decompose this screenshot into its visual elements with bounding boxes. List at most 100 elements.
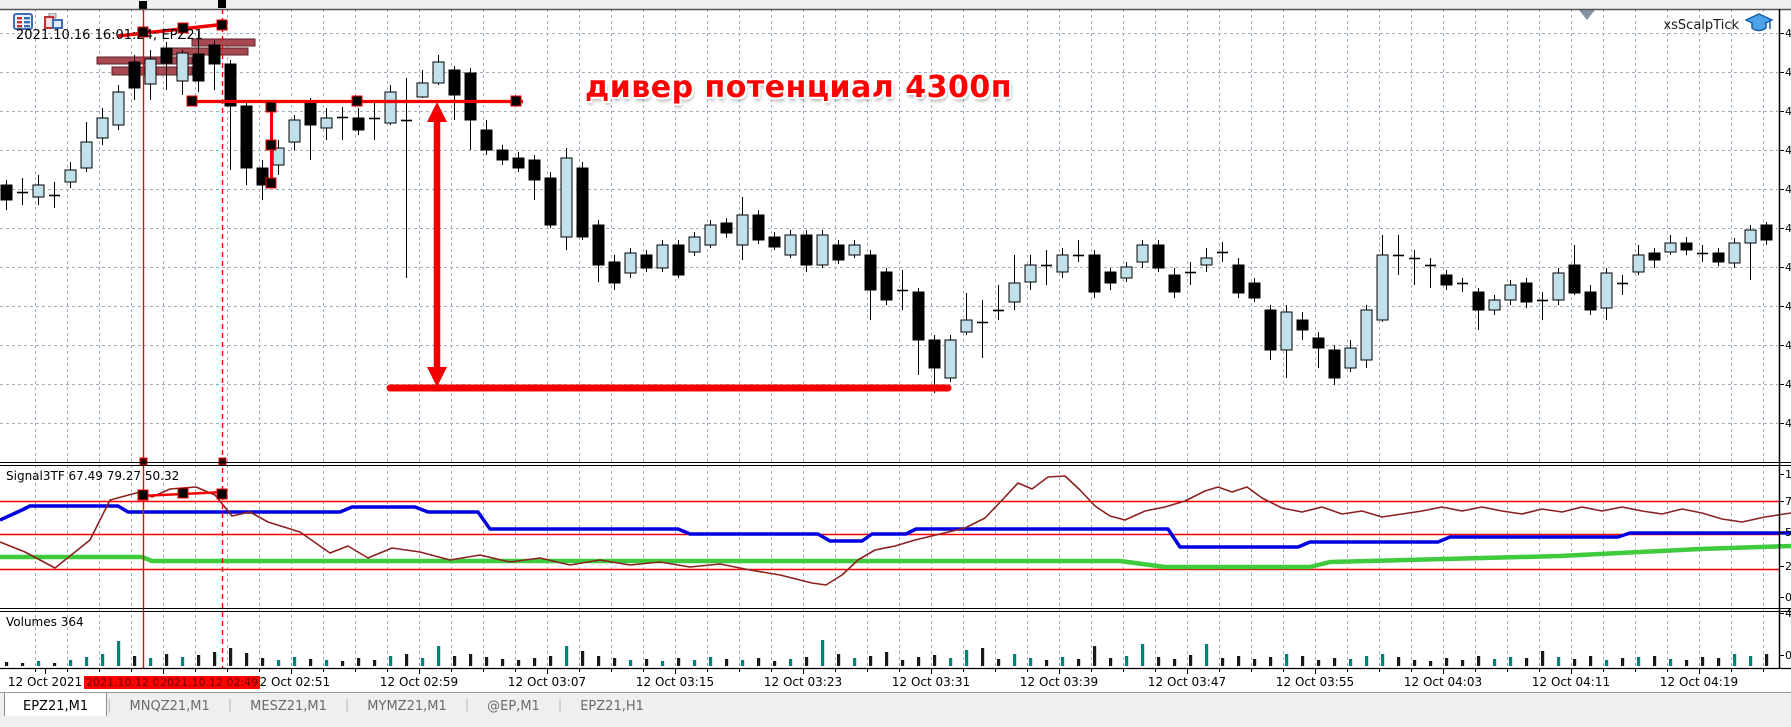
bull-candle bbox=[1664, 242, 1677, 253]
axis-tick-label: 7 bbox=[1785, 495, 1791, 508]
volume-bar bbox=[693, 660, 697, 666]
vline-panel-handle bbox=[218, 457, 227, 466]
signal-blue-line bbox=[0, 504, 1791, 549]
bear-candle bbox=[1088, 254, 1101, 293]
bear-candle bbox=[752, 214, 765, 241]
bear-candle bbox=[1152, 244, 1165, 269]
volume-bar bbox=[1589, 656, 1593, 666]
volume-bar bbox=[181, 657, 185, 666]
bull-candle bbox=[32, 184, 45, 198]
volume-bar bbox=[1157, 657, 1161, 666]
bear-candle bbox=[352, 117, 365, 131]
divergence-annotation-text[interactable]: дивер потенциал 4300п bbox=[585, 70, 1012, 105]
volume-bar bbox=[277, 660, 281, 666]
axis-tick-label: 4 bbox=[1785, 378, 1791, 391]
axis-tick-label: 4 bbox=[1785, 222, 1791, 235]
volume-bar bbox=[1317, 660, 1321, 666]
signal-trend-handle bbox=[137, 489, 149, 501]
bear-candle bbox=[1248, 282, 1261, 299]
bull-candle bbox=[1136, 244, 1149, 263]
volume-bar bbox=[1477, 656, 1481, 666]
bull-candle bbox=[144, 58, 157, 85]
axis-tick-label: 4 bbox=[1785, 300, 1791, 313]
trend-line-handle bbox=[137, 26, 149, 38]
volume-bar bbox=[117, 641, 121, 666]
axis-tick-label: 4 bbox=[1785, 417, 1791, 430]
bear-candle bbox=[864, 254, 877, 291]
volume-bar bbox=[1733, 654, 1737, 666]
volume-bar bbox=[933, 655, 937, 666]
drawing-objects[interactable] bbox=[117, 0, 1595, 668]
chart-status-text: 2021.10.16 16:01:24; EPZ21 bbox=[16, 28, 203, 43]
volume-bar bbox=[885, 652, 889, 666]
panel-borders bbox=[0, 8, 1791, 670]
volume-bar bbox=[517, 660, 521, 666]
volume-bar bbox=[917, 657, 921, 666]
bull-candle bbox=[1280, 311, 1293, 351]
volume-bar bbox=[1445, 658, 1449, 666]
tab-divider: | bbox=[107, 697, 112, 713]
tab-mnqz21-m1[interactable]: MNQZ21,M1 bbox=[129, 699, 210, 714]
bear-candle bbox=[240, 105, 253, 169]
volume-bar bbox=[309, 659, 313, 666]
bull-candle bbox=[384, 91, 397, 124]
price-axis[interactable]: 4 4 4 4 4 4 4 4 4 4 4 1 7 5 2 0 4 0 bbox=[1779, 27, 1791, 662]
volume-bars bbox=[5, 640, 1769, 666]
volume-bar bbox=[485, 657, 489, 666]
bear-candle bbox=[1440, 274, 1453, 286]
bear-candle bbox=[192, 53, 205, 82]
bear-candle bbox=[912, 291, 925, 341]
volume-bar bbox=[229, 648, 233, 666]
volume-bar bbox=[325, 660, 329, 666]
tab-divider: | bbox=[557, 697, 563, 713]
graduation-cap-icon bbox=[1744, 12, 1774, 38]
tab-mesz21-m1[interactable]: MESZ21,M1 bbox=[250, 699, 327, 714]
bull-candle bbox=[784, 234, 797, 256]
bull-candle bbox=[80, 141, 93, 169]
bear-candle bbox=[1472, 291, 1485, 311]
bull-candle bbox=[816, 234, 829, 266]
quotes-list-icon[interactable] bbox=[13, 13, 33, 34]
volume-bar bbox=[549, 656, 553, 666]
tab-epz21-h1[interactable]: EPZ21,H1 bbox=[580, 699, 644, 714]
volume-bar bbox=[501, 659, 505, 666]
volume-bar bbox=[165, 654, 169, 666]
axis-tick-label: 0 bbox=[1785, 591, 1791, 604]
axis-tick-label: 4 bbox=[1785, 261, 1791, 274]
volume-bar bbox=[853, 658, 857, 666]
volume-bar bbox=[1461, 660, 1465, 666]
bear-candle bbox=[448, 69, 461, 96]
vline-handle bbox=[139, 1, 147, 9]
volume-bar bbox=[821, 640, 825, 666]
volume-bar bbox=[1749, 656, 1753, 666]
trend-line bbox=[117, 22, 227, 38]
volume-bar bbox=[1189, 655, 1193, 666]
bear-candle bbox=[224, 63, 237, 107]
volume-bar bbox=[37, 661, 41, 666]
bull-candle bbox=[288, 119, 301, 143]
bear-candle bbox=[1168, 274, 1181, 293]
axis-tick-label: 4 bbox=[1785, 66, 1791, 79]
tab--ep-m1[interactable]: @EP,M1 bbox=[487, 699, 540, 714]
bull-candle bbox=[1632, 254, 1645, 273]
bear-candle bbox=[304, 100, 317, 126]
bear-candle bbox=[1520, 282, 1533, 303]
bear-candle bbox=[160, 47, 173, 64]
tab-mymz21-m1[interactable]: MYMZ21,M1 bbox=[367, 699, 447, 714]
volume-bar bbox=[725, 659, 729, 666]
vline-handle bbox=[218, 0, 226, 8]
bull-candle bbox=[1120, 266, 1133, 279]
volume-bar bbox=[101, 654, 105, 666]
volume-bar bbox=[357, 658, 361, 666]
chart-windows-icon[interactable] bbox=[43, 12, 65, 34]
volume-bar bbox=[421, 658, 425, 666]
tab-epz21-m1[interactable]: EPZ21,M1 bbox=[4, 693, 108, 717]
horizontal-ray-handle bbox=[351, 95, 363, 107]
bull-candle bbox=[1056, 254, 1069, 273]
expert-name-label: xsScalpTick bbox=[1663, 18, 1739, 33]
volume-bar bbox=[1381, 654, 1385, 666]
volume-bar bbox=[261, 658, 265, 666]
